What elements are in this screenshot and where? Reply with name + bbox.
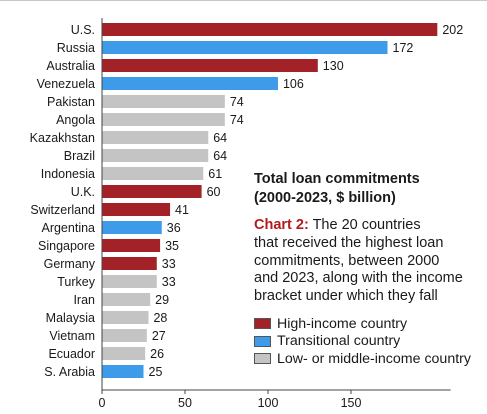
chart-title: Total loan commitments (2000-2023, $ bil… [254,170,486,208]
chart-description-text-1: The 20 countries [308,217,421,233]
value-label-vietnam: 27 [152,329,166,343]
value-label-malaysia: 28 [153,311,167,325]
value-label-iran: 29 [155,293,169,307]
category-label-brazil: Brazil [64,149,95,163]
value-label-u-k: 60 [207,185,221,199]
bar-pakistan [102,95,225,108]
category-label-singapore: Singapore [38,239,95,253]
legend-swatch-high-income [254,318,271,330]
value-label-brazil: 64 [213,149,227,163]
value-label-russia: 172 [393,41,414,55]
category-label-ecuador: Ecuador [48,347,95,361]
bar-malaysia [102,311,149,324]
value-label-turkey: 33 [162,275,176,289]
value-label-australia: 130 [323,59,344,73]
category-label-turkey: Turkey [57,275,95,289]
category-label-switzerland: Switzerland [30,203,95,217]
chart-number-label: Chart 2: [254,217,309,233]
category-label-s-arabia: S. Arabia [44,365,95,379]
value-label-singapore: 35 [165,239,179,253]
bar-turkey [102,275,157,288]
x-tick-label-0: 0 [99,396,106,410]
x-tick-label-100: 100 [258,396,279,410]
category-label-angola: Angola [56,113,95,127]
bar-u-k [102,185,202,198]
bar-ecuador [102,347,146,360]
category-label-australia: Australia [46,59,95,73]
category-label-vietnam: Vietnam [49,329,95,343]
legend-swatch-transitional [254,335,271,347]
category-label-indonesia: Indonesia [41,167,95,181]
legend-item-high-income: High-income country [254,315,486,333]
value-label-germany: 33 [162,257,176,271]
chart-description-line-3: commitments, between 2000 [254,252,440,269]
chart-description-line-4: and 2023, along with the income [254,270,463,287]
bar-u-s [102,23,438,36]
chart-title-line-2: (2000-2023, $ billion) [254,190,396,206]
bar-argentina [102,221,162,234]
value-label-indonesia: 61 [208,167,222,181]
legend-item-low-middle-income: Low- or middle-income country [254,350,486,368]
legend-label-transitional: Transitional country [277,333,401,350]
category-label-iran: Iran [73,293,95,307]
bars-layer [102,23,438,378]
category-label-u-k: U.K. [71,185,95,199]
chart-title-line-1: Total loan commitments [254,171,420,187]
category-label-u-s: U.S. [71,23,95,37]
category-label-argentina: Argentina [41,221,95,235]
x-axis: 0 50 100 150 [99,18,451,410]
bar-australia [102,59,318,72]
bar-venezuela [102,77,278,90]
bar-germany [102,257,157,270]
legend-label-high-income: High-income country [277,315,408,332]
value-label-u-s: 202 [442,23,463,37]
category-labels: U.S. Russia Australia Venezuela Pakistan Ango… [30,23,96,379]
bar-brazil [102,149,209,162]
value-label-venezuela: 106 [283,77,304,91]
legend-swatch-low-middle-income [254,353,271,365]
bar-angola [102,113,225,126]
value-label-pakistan: 74 [230,95,244,109]
legend-item-transitional: Transitional country [254,332,486,350]
value-label-kazakhstan: 64 [213,131,227,145]
x-tick-label-50: 50 [178,396,192,410]
chart-info-panel: Total loan commitments (2000-2023, $ bil… [254,170,486,367]
top-rule [0,0,487,1]
bar-russia [102,41,388,54]
bar-indonesia [102,167,204,180]
category-label-kazakhstan: Kazakhstan [30,131,95,145]
value-labels: 2021721301067474646461604136353333292827… [149,23,464,379]
value-label-argentina: 36 [167,221,181,235]
chart-description-line-1: Chart 2: The 20 countries [254,217,486,235]
bar-switzerland [102,203,171,216]
bar-kazakhstan [102,131,209,144]
legend-label-low-middle-income: Low- or middle-income country [277,350,471,367]
category-label-venezuela: Venezuela [37,77,95,91]
chart-description-line-5: bracket under which they fall [254,288,438,305]
value-label-ecuador: 26 [150,347,164,361]
value-label-s-arabia: 25 [149,365,163,379]
value-label-switzerland: 41 [175,203,189,217]
chart-description: Chart 2: The 20 countries that received … [254,217,486,306]
category-label-russia: Russia [57,41,95,55]
bar-singapore [102,239,161,252]
bar-iran [102,293,151,306]
value-label-angola: 74 [230,113,244,127]
category-label-malaysia: Malaysia [46,311,95,325]
bar-s-arabia [102,365,144,378]
bar-vietnam [102,329,147,342]
legend: High-income country Transitional country… [254,315,486,368]
chart-description-line-2: that received the highest loan [254,234,444,251]
x-tick-label-150: 150 [341,396,362,410]
category-label-germany: Germany [44,257,96,271]
category-label-pakistan: Pakistan [47,95,95,109]
